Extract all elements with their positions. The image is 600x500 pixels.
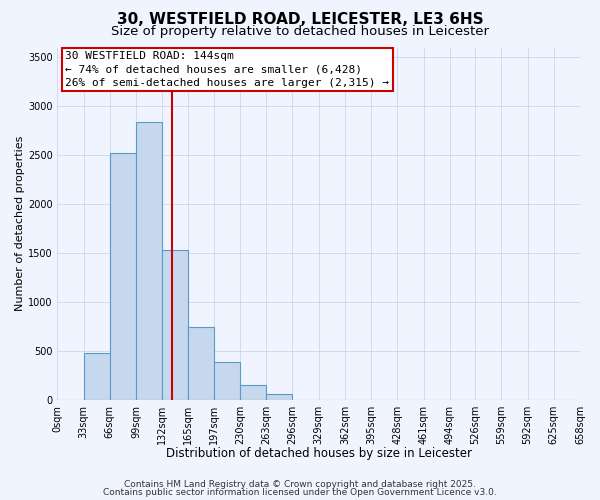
Text: Contains HM Land Registry data © Crown copyright and database right 2025.: Contains HM Land Registry data © Crown c… — [124, 480, 476, 489]
Text: 30 WESTFIELD ROAD: 144sqm
← 74% of detached houses are smaller (6,428)
26% of se: 30 WESTFIELD ROAD: 144sqm ← 74% of detac… — [65, 52, 389, 88]
Bar — [240, 386, 266, 400]
Bar — [83, 353, 110, 400]
Text: 30, WESTFIELD ROAD, LEICESTER, LE3 6HS: 30, WESTFIELD ROAD, LEICESTER, LE3 6HS — [116, 12, 484, 28]
Text: Size of property relative to detached houses in Leicester: Size of property relative to detached ho… — [111, 25, 489, 38]
Bar — [162, 250, 188, 400]
Bar — [266, 394, 292, 400]
Text: Contains public sector information licensed under the Open Government Licence v3: Contains public sector information licen… — [103, 488, 497, 497]
Bar — [188, 326, 214, 400]
X-axis label: Distribution of detached houses by size in Leicester: Distribution of detached houses by size … — [166, 447, 472, 460]
Bar — [214, 362, 240, 400]
Bar — [110, 153, 136, 400]
Bar — [136, 122, 162, 400]
Y-axis label: Number of detached properties: Number of detached properties — [15, 136, 25, 312]
